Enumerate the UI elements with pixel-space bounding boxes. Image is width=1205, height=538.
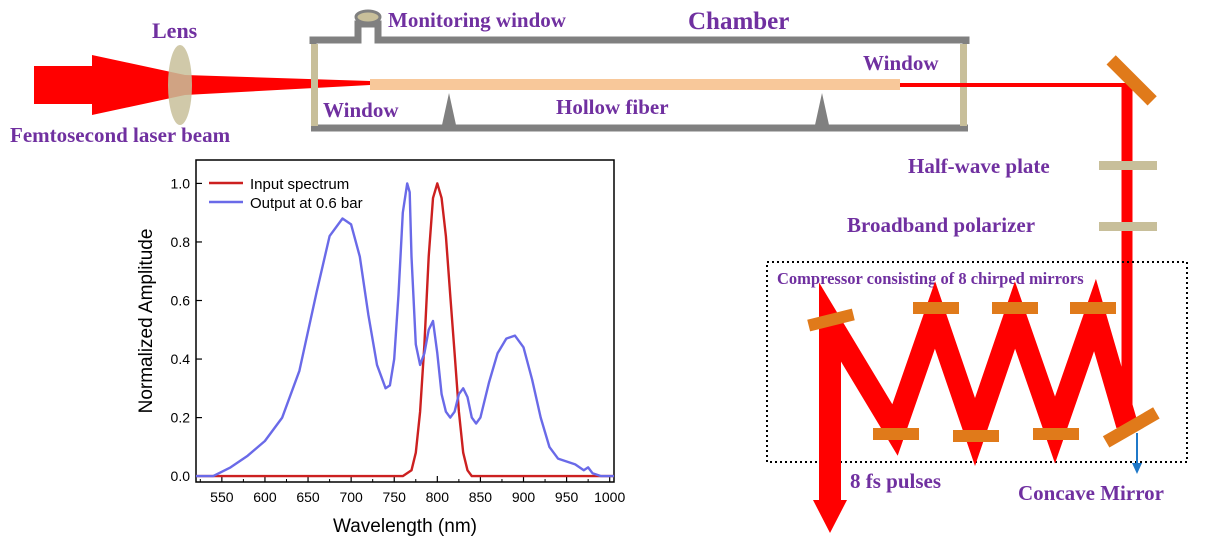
monitoring-window-icon: [354, 9, 382, 25]
chart-legend: Input spectrum Output at 0.6 bar: [209, 176, 363, 212]
y-tick-label: 0.2: [171, 410, 191, 426]
chirped-mirror-left: [807, 308, 855, 332]
laser-beam-arrow: [34, 55, 370, 115]
compressor-box: [766, 261, 1188, 463]
chirped-mirror-top-2: [992, 302, 1038, 314]
output-arrow-head: [813, 500, 847, 533]
chirped-mirror-bottom-3: [1033, 428, 1079, 440]
x-tick-label: 700: [339, 489, 363, 505]
legend-label-output: Output at 0.6 bar: [250, 195, 363, 212]
x-tick-label: 600: [253, 489, 277, 505]
x-axis-label: Wavelength (nm): [333, 516, 477, 537]
window-right-label: Window: [863, 51, 939, 75]
half-wave-plate-label: Half-wave plate: [908, 154, 1050, 178]
x-tick-label: 850: [469, 489, 493, 505]
y-tick-label: 0.8: [171, 234, 191, 250]
concave-mirror-pointer: [1132, 433, 1142, 474]
x-tick-label: 550: [210, 489, 234, 505]
lens-label: Lens: [152, 18, 198, 43]
x-tick-label: 1000: [594, 489, 625, 505]
chirped-mirror-bottom-1: [873, 428, 919, 440]
chamber-label: Chamber: [688, 8, 789, 35]
laser-input: [34, 45, 370, 125]
spectrum-chart: 0.0 0.2 0.4 0.6 0.8 1.0 550 600 650 700 750 800 850…: [136, 159, 625, 537]
chirped-mirror-top-3: [1070, 302, 1116, 314]
chirped-mirror-top-1: [913, 302, 959, 314]
concave-mirror-label: Concave Mirror: [1018, 481, 1164, 505]
series-line-output-spectrum: [196, 182, 614, 478]
y-tick-label: 0.4: [171, 351, 191, 367]
series-line-input-spectrum: [196, 182, 614, 478]
lens-icon: [168, 45, 192, 125]
polarizer-icon: [1099, 222, 1157, 231]
concave-mirror: [1102, 407, 1160, 448]
hollow-fiber: [370, 79, 900, 90]
window-left: [311, 44, 318, 126]
y-tick-label: 0.6: [171, 293, 191, 309]
polarizer-label: Broadband polarizer: [847, 213, 1035, 237]
chirped-mirror-bottom-2: [953, 430, 999, 442]
plot-frame: [195, 159, 615, 483]
chirped-mirrors: [807, 302, 1160, 448]
hollow-fiber-label: Hollow fiber: [556, 95, 669, 119]
beam-path: [900, 83, 1133, 425]
y-tick-label: 1.0: [171, 175, 191, 191]
monitoring-window-label: Monitoring window: [388, 8, 567, 32]
x-tick-label: 650: [296, 489, 320, 505]
x-tick-label: 800: [426, 489, 450, 505]
x-axis-ticks: 550 600 650 700 750 800 850 900 950 1000: [199, 476, 625, 505]
fiber-support-left: [442, 93, 456, 125]
pointer-arrow-head: [1132, 463, 1142, 474]
half-wave-plate-icon: [1099, 161, 1157, 170]
x-tick-label: 950: [555, 489, 579, 505]
window-left-label: Window: [323, 98, 399, 122]
laser-beam-label: Femtosecond laser beam: [10, 123, 231, 147]
y-axis-label: Normalized Amplitude: [136, 229, 157, 414]
turning-mirror: [1106, 55, 1157, 106]
fiber-support-right: [815, 93, 829, 125]
x-tick-label: 750: [383, 489, 407, 505]
y-axis-ticks: 0.0 0.2 0.4 0.6 0.8 1.0: [171, 175, 202, 484]
legend-label-input: Input spectrum: [250, 176, 349, 193]
chart-series: [196, 182, 614, 478]
x-tick-label: 900: [512, 489, 536, 505]
y-tick-label: 0.0: [171, 468, 191, 484]
compressor-label: Compressor consisting of 8 chirped mirro…: [777, 269, 1084, 288]
output-pulses-label: 8 fs pulses: [850, 469, 941, 493]
